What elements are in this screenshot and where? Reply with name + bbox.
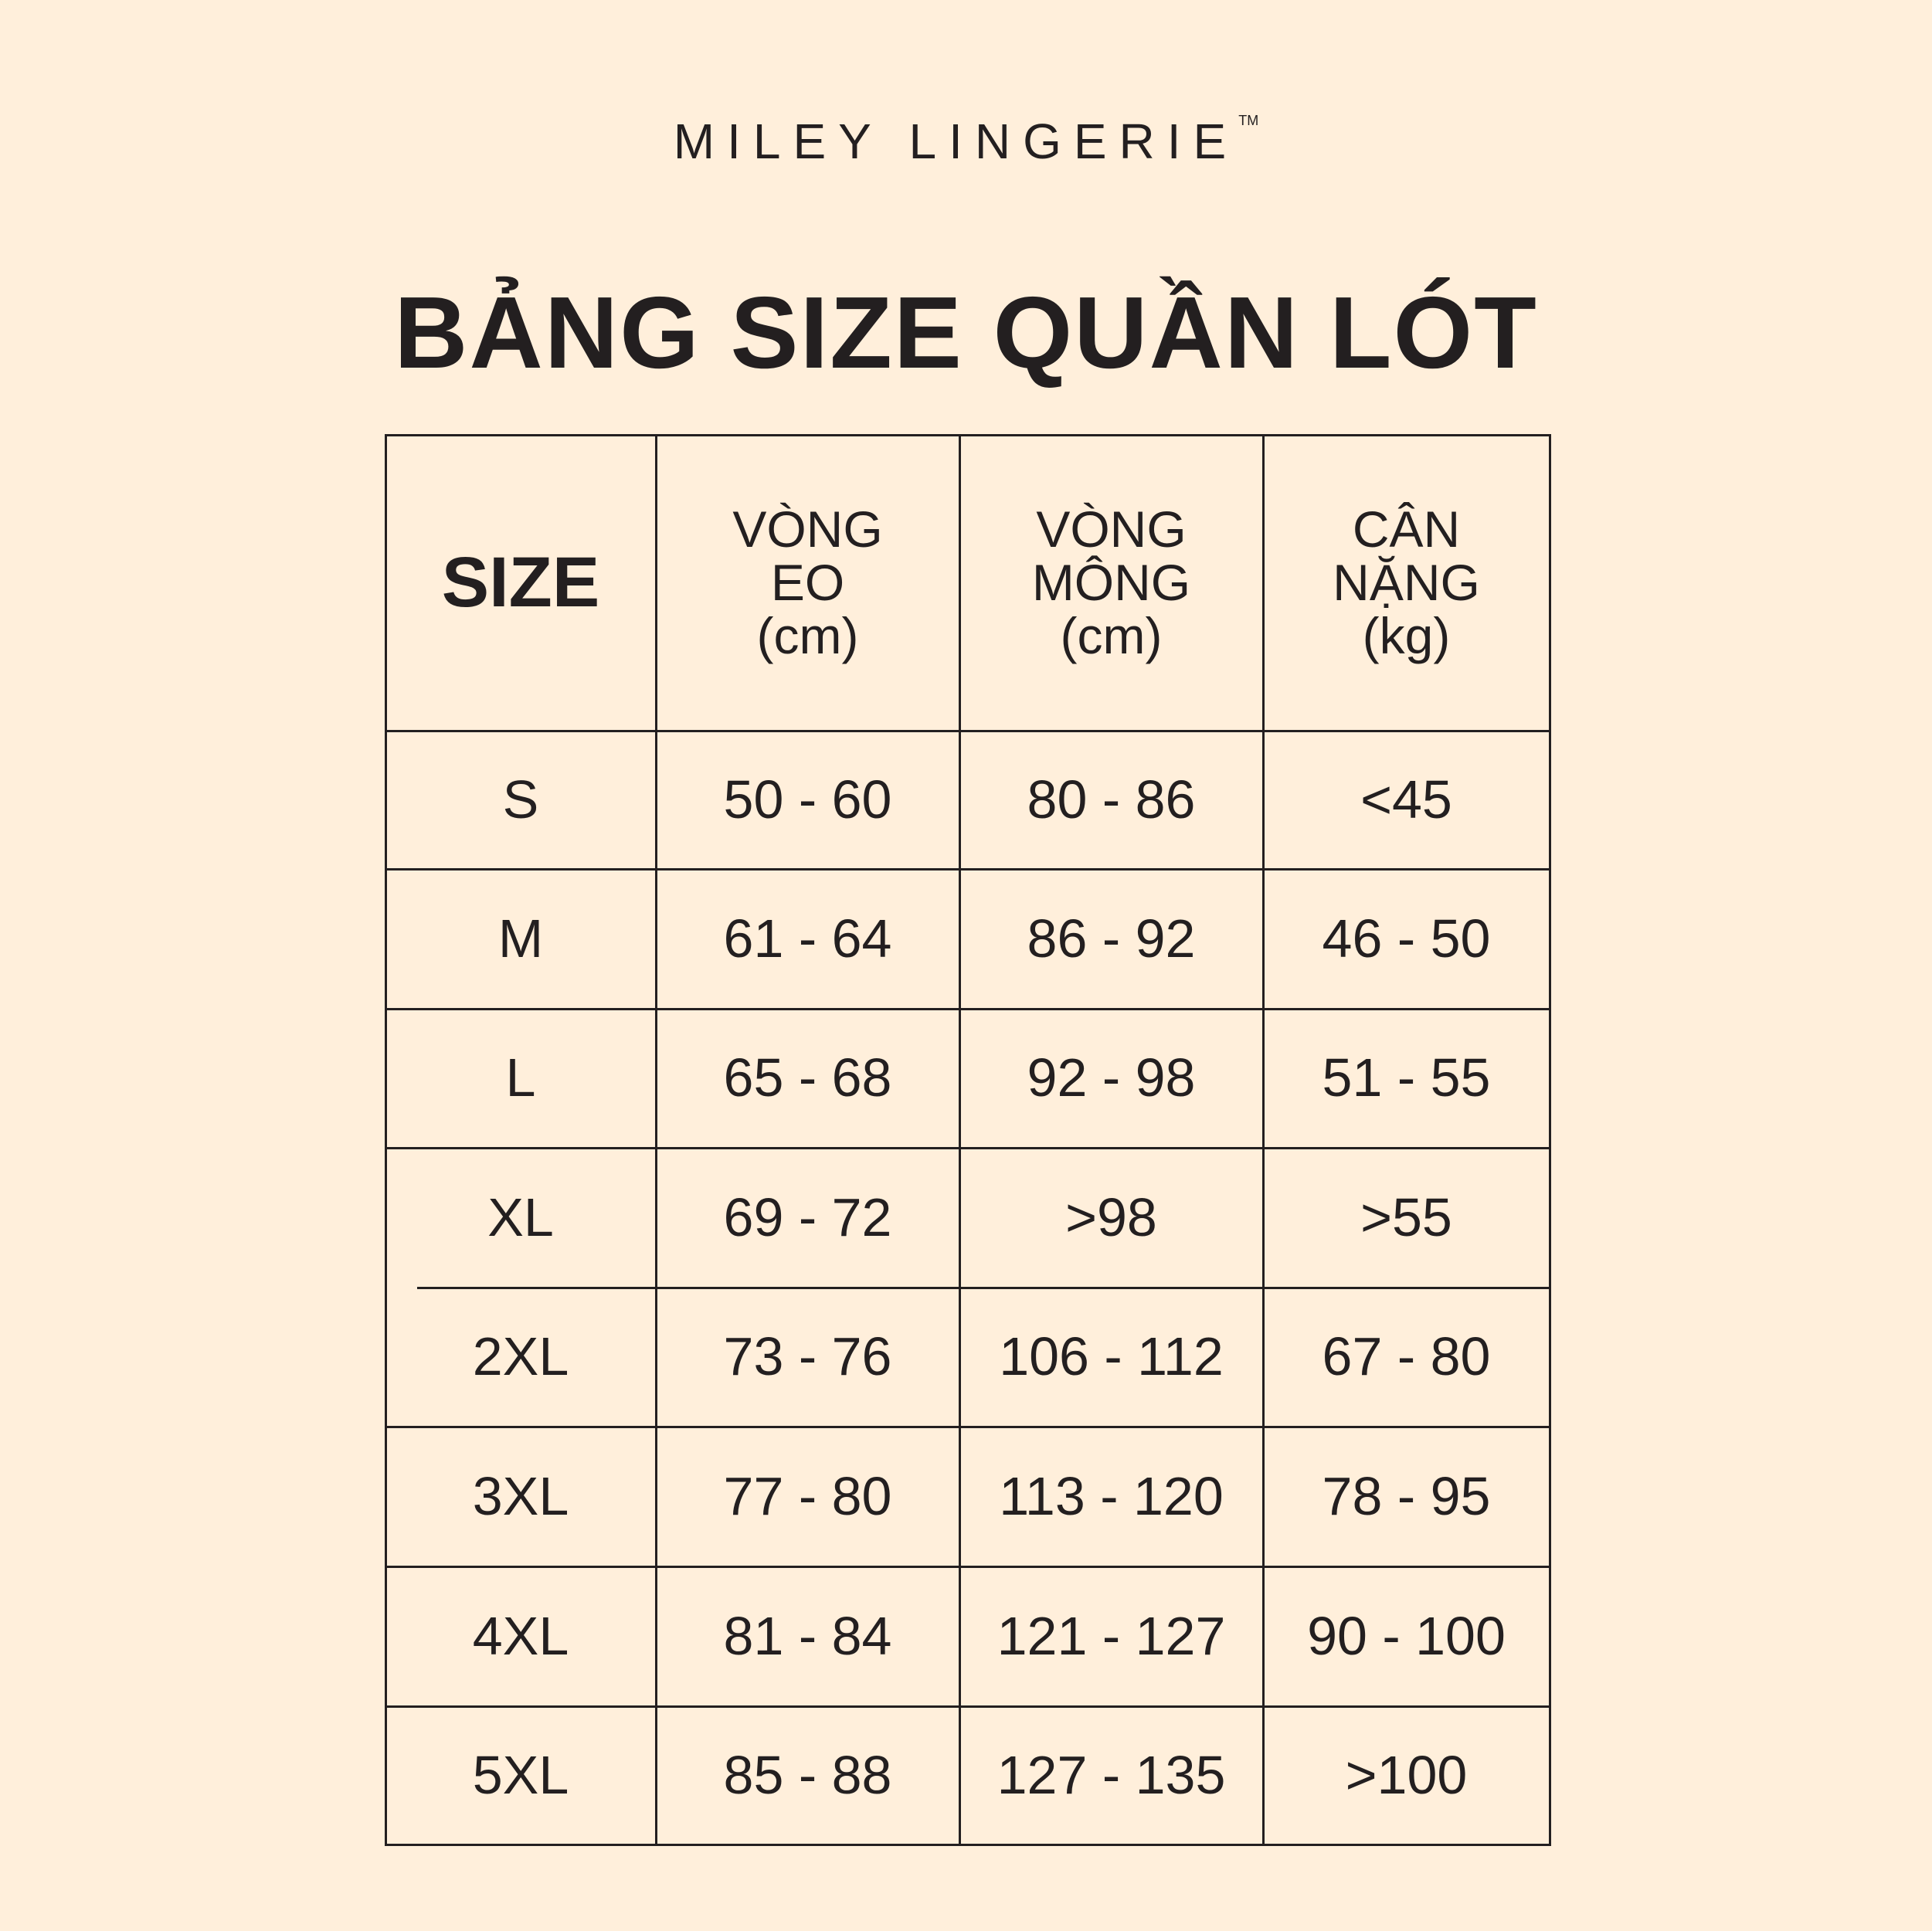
row-divider: [417, 1287, 1551, 1289]
table-cell: 92 - 98: [1027, 1047, 1196, 1108]
size-label: 2XL: [472, 1326, 569, 1387]
column-divider: [385, 434, 387, 1846]
row-divider: [385, 1566, 1551, 1568]
table-cell: 81 - 84: [723, 1605, 892, 1666]
table-cell: 106 - 112: [999, 1326, 1224, 1387]
table-cell: 67 - 80: [1322, 1326, 1491, 1387]
column-divider: [1262, 434, 1265, 1846]
table-cell: 61 - 64: [723, 908, 892, 969]
size-label: S: [502, 769, 539, 830]
trademark-mark: TM: [1238, 113, 1259, 128]
row-divider: [385, 868, 1551, 870]
row-divider: [385, 1705, 1551, 1708]
row-divider: [385, 1426, 1551, 1428]
table-cell: 127 - 135: [997, 1744, 1226, 1805]
table-cell: 78 - 95: [1322, 1465, 1491, 1526]
table-cell: 65 - 68: [723, 1047, 892, 1108]
table-cell: 85 - 88: [723, 1744, 892, 1805]
table-cell: <45: [1360, 769, 1452, 830]
table-cell: 77 - 80: [723, 1465, 892, 1526]
row-divider: [385, 1844, 1551, 1846]
table-cell: 50 - 60: [723, 769, 892, 830]
table-cell: 86 - 92: [1027, 908, 1196, 969]
table-cell: >100: [1345, 1744, 1468, 1805]
table-cell: 80 - 86: [1027, 769, 1196, 830]
size-label: M: [497, 908, 544, 969]
table-cell: 46 - 50: [1322, 908, 1491, 969]
size-label: L: [505, 1047, 536, 1108]
column-header: SIZE: [441, 543, 600, 623]
table-cell: 51 - 55: [1322, 1047, 1491, 1108]
column-header: VÒNG EO (cm): [732, 500, 883, 665]
size-label: 4XL: [472, 1605, 569, 1666]
size-label: 3XL: [472, 1465, 569, 1526]
size-label: XL: [487, 1186, 554, 1247]
row-divider: [385, 1147, 1551, 1149]
table-cell: 73 - 76: [723, 1326, 892, 1387]
size-label: 5XL: [472, 1744, 569, 1805]
brand-name: MILEY LINGERIE: [673, 114, 1239, 169]
row-divider: [385, 730, 1551, 732]
brand-logo: MILEY LINGERIETM: [0, 113, 1932, 170]
row-divider: [385, 434, 1551, 436]
table-cell: 90 - 100: [1307, 1605, 1506, 1666]
column-divider: [655, 434, 657, 1846]
column-divider: [1549, 434, 1551, 1846]
column-header: CÂN NẶNG (kg): [1333, 500, 1480, 665]
row-divider: [385, 1008, 1551, 1010]
page-title: BẢNG SIZE QUẦN LÓT: [394, 276, 1538, 389]
table-cell: 69 - 72: [723, 1186, 892, 1247]
table-cell: 121 - 127: [997, 1605, 1226, 1666]
column-header: VÒNG MÔNG (cm): [1031, 500, 1191, 665]
table-cell: >55: [1360, 1186, 1452, 1247]
column-divider: [959, 434, 961, 1846]
table-cell: 113 - 120: [999, 1465, 1224, 1526]
table-cell: >98: [1065, 1186, 1157, 1247]
